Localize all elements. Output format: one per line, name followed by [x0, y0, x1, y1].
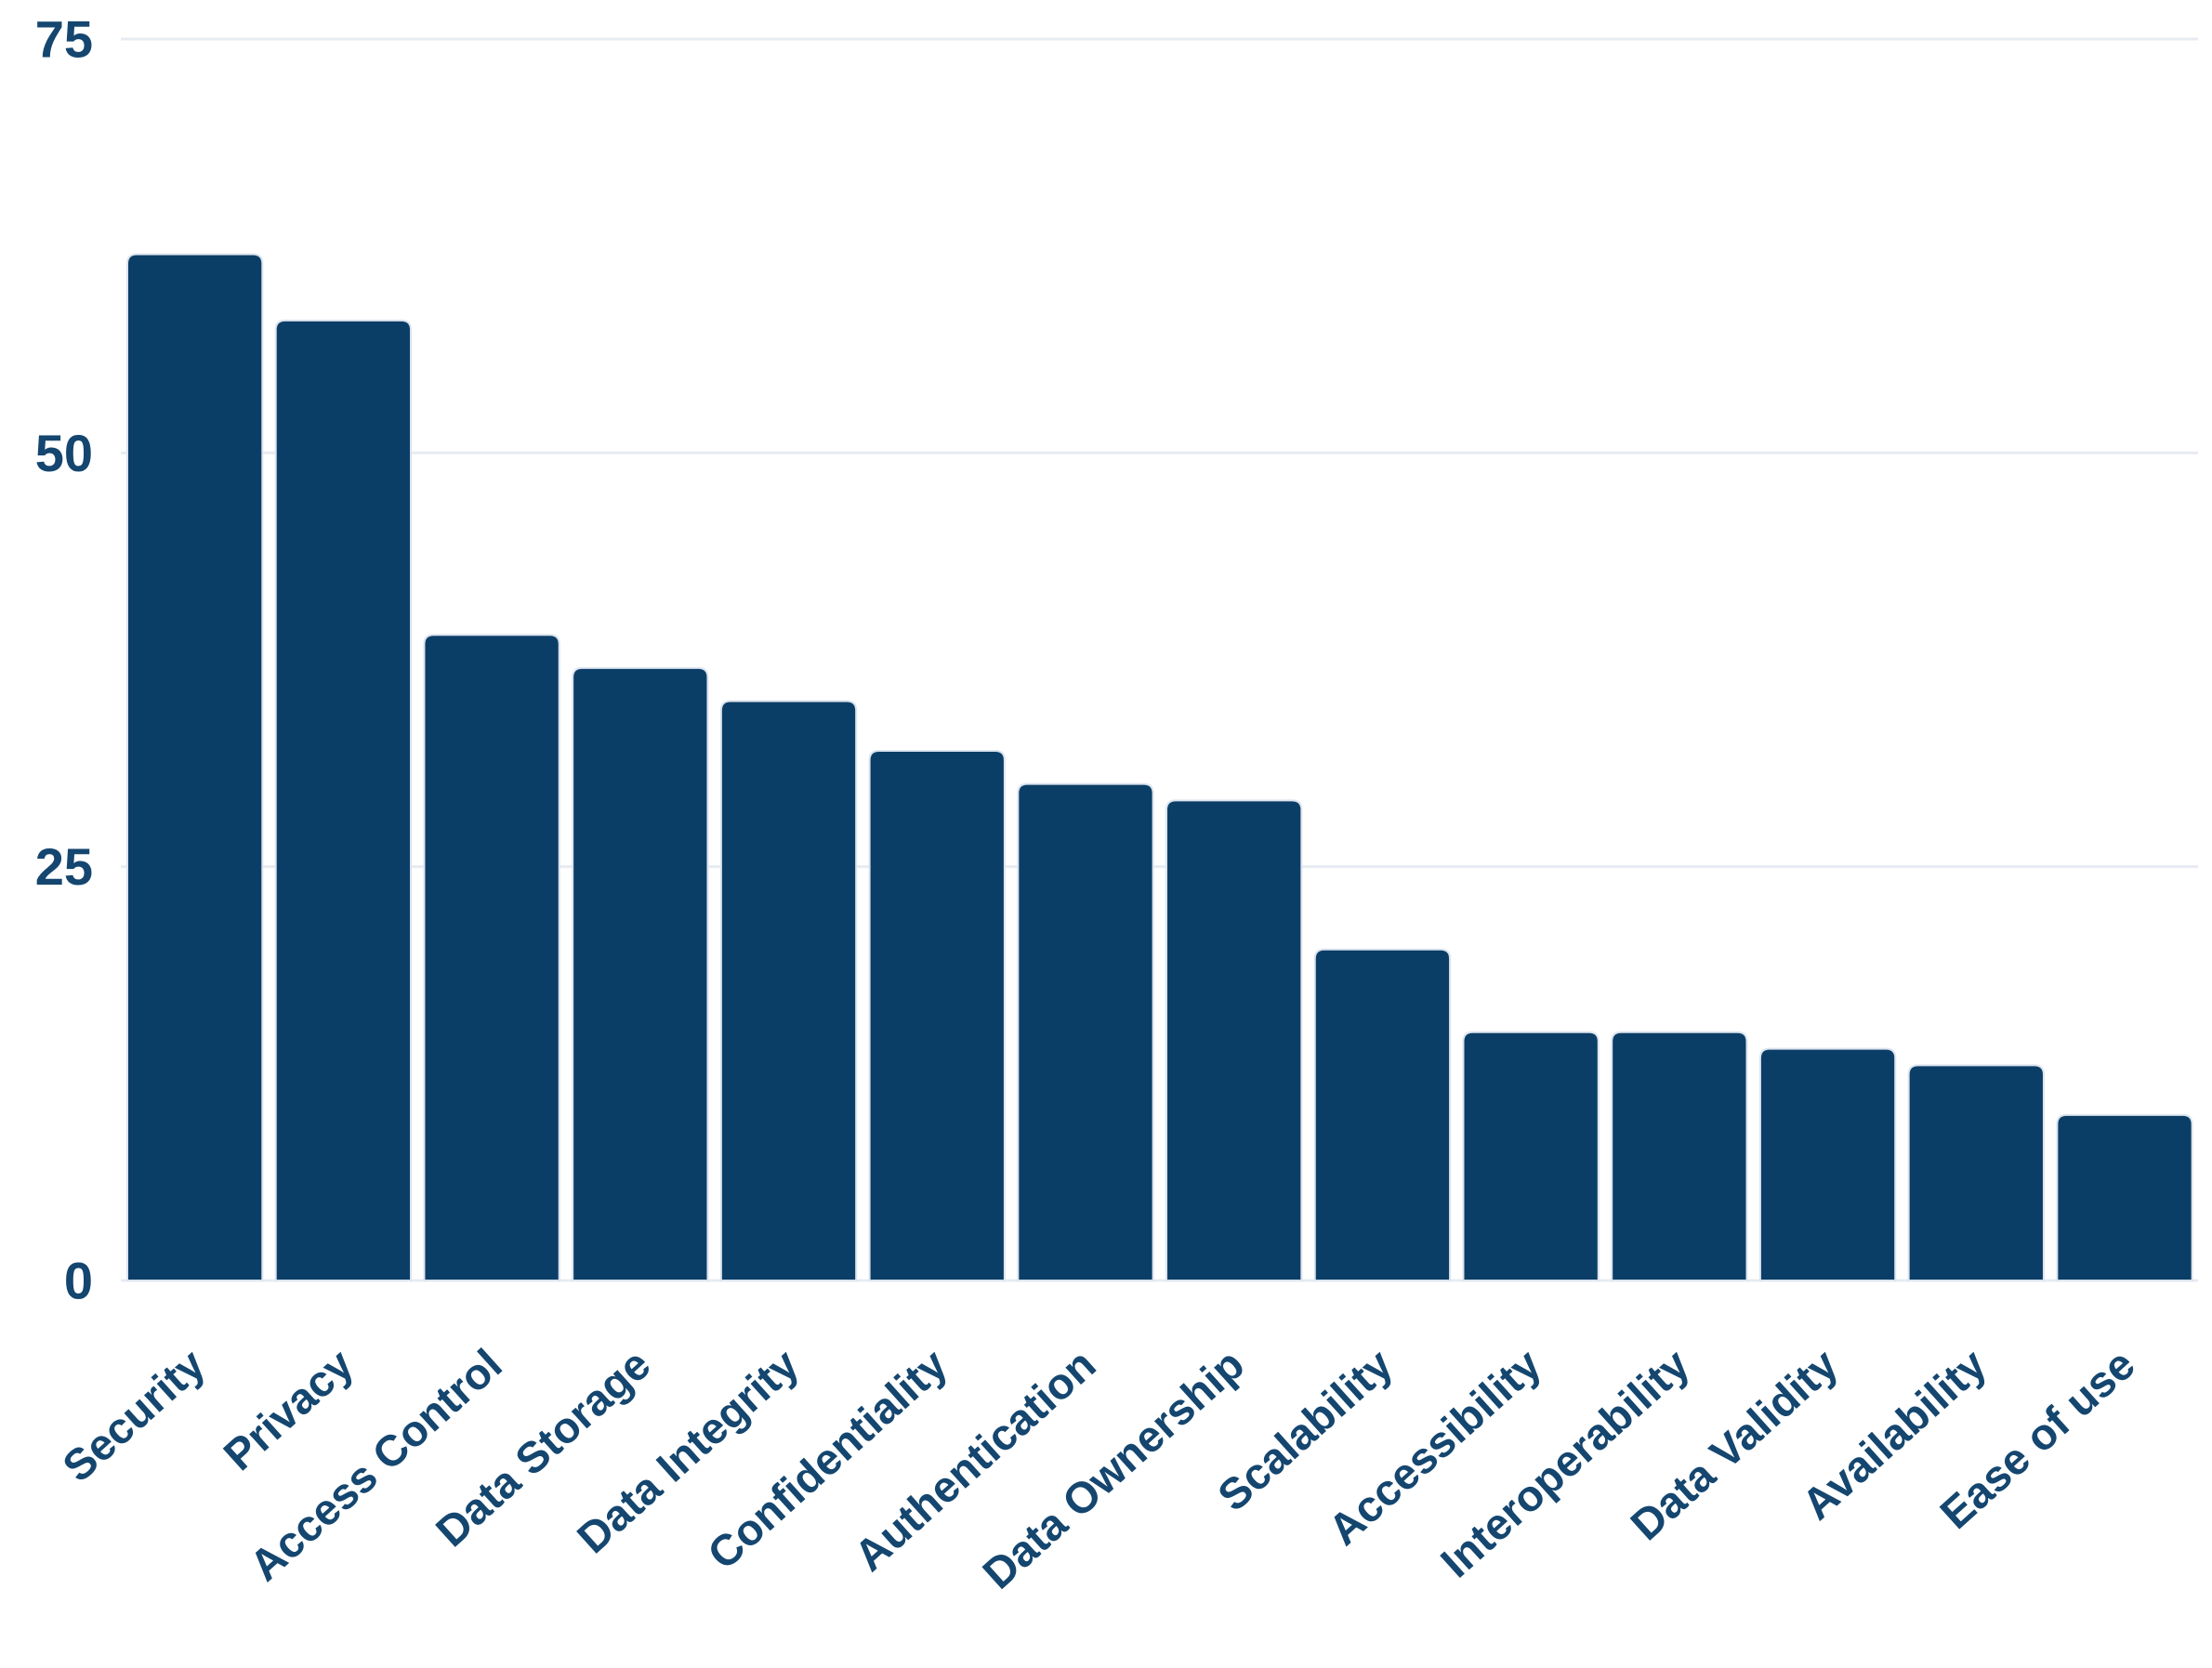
y-axis-tick-labels: 0 25 50 75 [35, 10, 93, 1310]
bar-security [126, 253, 264, 1281]
x-tick-label: Security [53, 1339, 214, 1491]
y-tick-label: 0 [64, 1252, 93, 1310]
bar-data-integrity [719, 700, 858, 1281]
x-tick-label: Access Control [240, 1339, 511, 1590]
x-tick-label: Interoperability [1431, 1339, 1699, 1587]
bar-data-validity [1758, 1047, 1897, 1281]
bars-group [126, 253, 2193, 1281]
bar-interoperability [1611, 1031, 1748, 1281]
y-tick-label: 50 [35, 424, 93, 482]
bar-data-ownership [1165, 799, 1303, 1281]
y-tick-label: 25 [35, 837, 93, 896]
bar-confidentiality [868, 749, 1006, 1281]
x-tick-label: Data Ownership [973, 1339, 1253, 1598]
y-tick-label: 75 [35, 10, 93, 69]
bar-authentication [1017, 782, 1154, 1281]
bar-privacy [274, 319, 413, 1281]
x-tick-label: Privacy [214, 1339, 362, 1479]
bar-data-storage [572, 666, 709, 1281]
bar-ease-of-use [2056, 1113, 2193, 1281]
bar-scalability [1313, 948, 1452, 1281]
bar-access-control [423, 634, 560, 1281]
bar-accessibility [1462, 1031, 1600, 1281]
bar-availability [1907, 1064, 2045, 1281]
